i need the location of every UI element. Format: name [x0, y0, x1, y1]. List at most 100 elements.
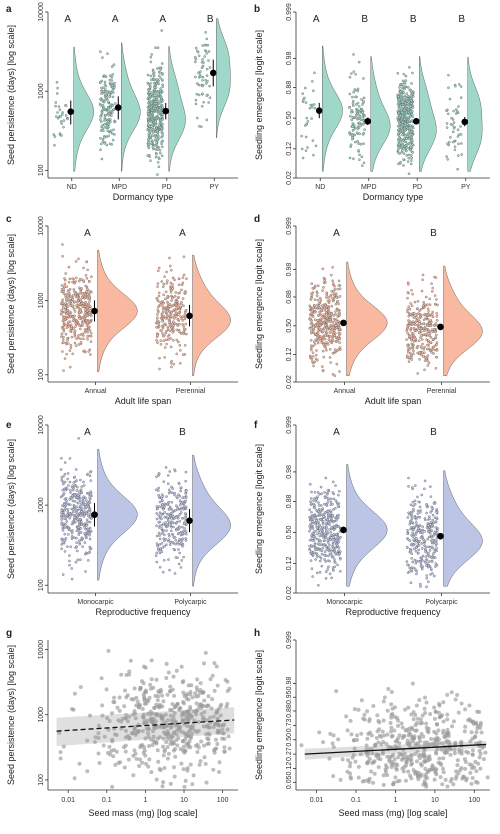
- data-point: [53, 135, 57, 138]
- data-point: [319, 320, 323, 324]
- data-point: [331, 299, 335, 303]
- data-point: [73, 516, 76, 519]
- data-point: [311, 575, 314, 578]
- data-point: [155, 325, 158, 329]
- data-point: [331, 520, 335, 524]
- data-point: [448, 752, 453, 757]
- data-point: [324, 536, 328, 539]
- data-point: [328, 331, 332, 334]
- data-point: [86, 331, 89, 334]
- data-point: [73, 484, 77, 488]
- data-point: [328, 552, 332, 556]
- data-point: [402, 85, 406, 88]
- data-point: [168, 507, 172, 511]
- data-point: [416, 307, 419, 310]
- data-point: [403, 117, 406, 121]
- data-point: [322, 515, 326, 518]
- data-point: [160, 115, 164, 118]
- data-point: [63, 282, 67, 286]
- data-point: [149, 134, 153, 138]
- data-point: [146, 138, 150, 141]
- violin-Monocarpic: [346, 464, 388, 587]
- data-point: [164, 338, 168, 342]
- data-point: [314, 353, 318, 357]
- data-point: [350, 72, 353, 75]
- y-tick-label: 0.999: [286, 3, 293, 21]
- data-point: [336, 544, 339, 547]
- data-point: [193, 60, 197, 64]
- data-point: [396, 755, 401, 760]
- data-point: [331, 266, 334, 269]
- data-point: [457, 142, 460, 146]
- data-point: [63, 524, 66, 528]
- data-point: [177, 295, 180, 299]
- x-axis-title: Seed mass (mg) [log scale]: [88, 808, 197, 818]
- data-point: [198, 759, 203, 764]
- data-point: [157, 549, 160, 552]
- data-point: [84, 284, 88, 288]
- data-point: [206, 703, 211, 708]
- data-point: [160, 718, 165, 723]
- violin-MPD: [370, 56, 391, 172]
- x-tick-label: 0.1: [351, 797, 361, 804]
- data-point: [315, 349, 318, 352]
- data-point: [321, 339, 324, 342]
- data-point: [149, 106, 153, 109]
- data-point: [313, 304, 316, 307]
- data-point: [462, 757, 467, 762]
- data-point: [326, 316, 329, 320]
- data-point: [75, 337, 78, 340]
- data-point: [59, 468, 63, 471]
- data-point: [75, 505, 78, 509]
- data-point: [117, 695, 122, 700]
- data-point: [163, 505, 166, 509]
- data-point: [96, 731, 101, 736]
- data-point: [319, 485, 323, 489]
- data-point: [176, 324, 180, 327]
- data-point: [170, 288, 173, 292]
- data-point: [429, 336, 433, 339]
- data-point: [426, 359, 429, 362]
- data-point: [170, 326, 173, 329]
- data-point: [340, 757, 345, 762]
- data-point: [411, 717, 416, 722]
- data-point: [432, 328, 436, 332]
- data-point: [148, 682, 153, 687]
- data-point: [168, 725, 173, 730]
- data-point: [202, 698, 207, 703]
- data-point: [411, 143, 414, 146]
- data-point: [431, 290, 434, 293]
- data-point: [217, 770, 222, 775]
- data-point: [334, 310, 337, 313]
- data-point: [425, 316, 429, 319]
- data-point: [140, 760, 145, 765]
- y-tick-label: 0.999: [286, 217, 293, 235]
- data-point: [338, 777, 343, 782]
- data-point: [421, 752, 426, 757]
- data-point: [69, 346, 73, 350]
- data-point: [159, 300, 162, 304]
- data-point: [167, 538, 171, 541]
- data-point: [182, 304, 185, 308]
- y-axis-title: Seedling emergence [logit scale]: [254, 30, 264, 160]
- data-point: [434, 336, 438, 339]
- data-point: [159, 89, 163, 93]
- data-point: [328, 339, 332, 343]
- data-point: [78, 499, 82, 503]
- data-point: [310, 502, 313, 506]
- data-point: [171, 296, 174, 300]
- data-point: [330, 304, 334, 308]
- data-point: [434, 751, 439, 756]
- data-point: [182, 273, 186, 277]
- data-point: [60, 515, 64, 519]
- data-point: [413, 499, 417, 503]
- data-point: [309, 518, 313, 522]
- y-tick-label: 0.50: [286, 733, 293, 747]
- data-point: [407, 106, 410, 110]
- data-point: [165, 745, 170, 750]
- data-point: [84, 570, 87, 573]
- data-point: [160, 527, 164, 530]
- data-point: [334, 539, 338, 542]
